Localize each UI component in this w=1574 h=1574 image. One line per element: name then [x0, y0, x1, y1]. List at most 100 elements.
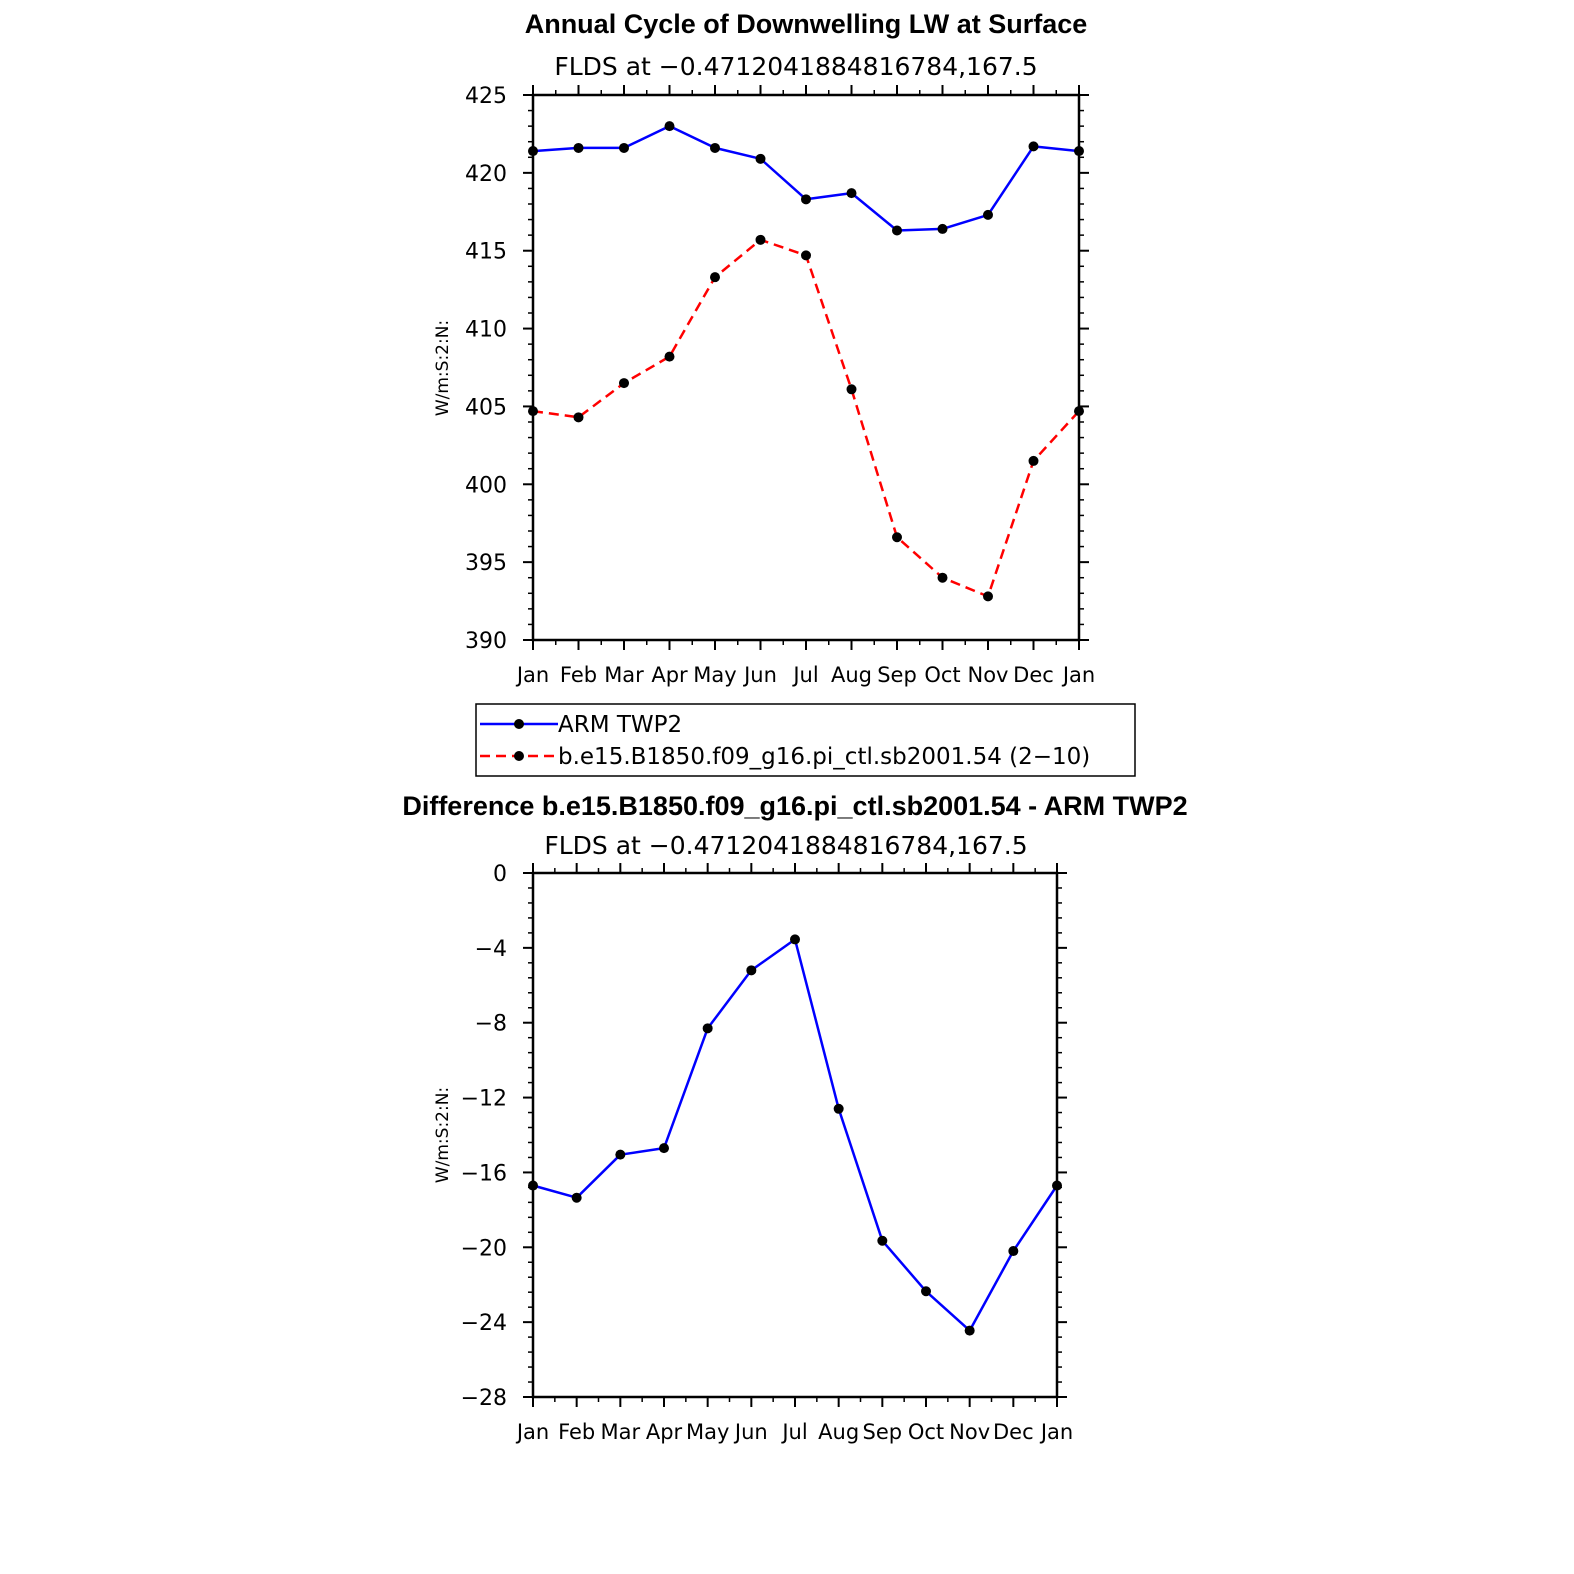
bottom-series-0-point — [1008, 1246, 1019, 1257]
bottom-series-0-point — [746, 965, 757, 976]
top-xtick-label: Jan — [515, 663, 549, 687]
top-series-0-point — [573, 142, 584, 153]
top-series-0-point — [801, 194, 811, 205]
bottom-xtick-label: Apr — [646, 1420, 683, 1444]
top-series-1-point — [619, 378, 629, 389]
bottom-ytick-label: −12 — [461, 1087, 507, 1112]
top-xtick-label: Feb — [560, 663, 597, 687]
bottom-xtick-label: Mar — [601, 1420, 641, 1444]
top-plot-frame — [531, 93, 1081, 642]
top-series-0-point — [528, 146, 538, 157]
top-series-0-point — [937, 223, 948, 234]
top-series-1-point — [892, 532, 902, 543]
top-series-0-point — [664, 121, 675, 132]
annual-cycle-chart: Annual Cycle of Downwelling LW at Surfac… — [433, 9, 1095, 687]
bottom-series-0-point — [921, 1286, 931, 1297]
legend-label-arm: ARM TWP2 — [558, 712, 682, 738]
bottom-ytick-label: −4 — [475, 937, 507, 962]
top-series-0-point — [755, 153, 766, 164]
bottom-series-0-point — [528, 1180, 538, 1191]
top-xtick-label: Apr — [651, 663, 688, 687]
top-xtick-label: Jul — [791, 663, 818, 687]
legend-label-model: b.e15.B1850.f09_g16.pi_ctl.sb2001.54 (2−… — [558, 744, 1090, 770]
bottom-xtick-label: Nov — [949, 1420, 990, 1444]
top-xtick-label: Aug — [831, 663, 872, 687]
legend-marker-arm — [514, 719, 524, 729]
top-xtick-label: Jun — [742, 663, 777, 687]
top-series-0-line — [532, 124, 1080, 232]
bottom-series-0-point — [615, 1149, 626, 1160]
top-series-0-point — [710, 142, 720, 153]
difference-chart: Difference b.e15.B1850.f09_g16.pi_ctl.sb… — [402, 791, 1187, 1444]
top-xtick-label: Sep — [877, 663, 917, 687]
top-series-1-point — [710, 272, 720, 283]
bottom-ytick-label: −24 — [461, 1311, 507, 1336]
bottom-plot-frame — [531, 871, 1059, 1399]
top-ytick-label: 420 — [465, 162, 507, 187]
bottom-ytick-label: −8 — [475, 1012, 507, 1037]
top-xtick-label: Nov — [968, 663, 1009, 687]
bottom-series-0-point — [964, 1325, 975, 1336]
top-series-1-point — [755, 234, 766, 245]
bottom-xtick-label: Jan — [1039, 1420, 1073, 1444]
top-chart-title: Annual Cycle of Downwelling LW at Surfac… — [525, 9, 1088, 39]
top-series-0-point — [619, 142, 629, 153]
bottom-series-0-point — [833, 1103, 844, 1114]
top-series-1-point — [1074, 406, 1084, 417]
top-series-1-line — [532, 238, 1080, 598]
top-series-1-point — [983, 591, 993, 602]
bottom-xtick-label: Dec — [993, 1420, 1034, 1444]
top-xtick-label: Oct — [924, 663, 960, 687]
bottom-ytick-label: 0 — [493, 862, 507, 887]
top-series-1-point — [573, 412, 584, 423]
top-series-1-point — [528, 406, 538, 417]
top-series-0-point — [1074, 146, 1084, 157]
bottom-ytick-label: −16 — [461, 1161, 507, 1186]
bottom-series-0-point — [877, 1235, 888, 1246]
bottom-chart-subtitle: FLDS at −0.4712041884816784,167.5 — [544, 831, 1027, 860]
top-xtick-label: Dec — [1013, 663, 1054, 687]
bottom-chart-title: Difference b.e15.B1850.f09_g16.pi_ctl.sb… — [402, 791, 1187, 821]
bottom-series-0-point — [702, 1023, 713, 1034]
bottom-xtick-label: Aug — [818, 1420, 859, 1444]
bottom-xtick-label: Feb — [558, 1420, 595, 1444]
bottom-xtick-label: Jan — [515, 1420, 549, 1444]
top-chart-ylabel: W/m:S:2:N: — [433, 320, 453, 416]
bottom-xtick-label: Jul — [780, 1420, 807, 1444]
top-ytick-label: 410 — [465, 318, 507, 343]
top-xtick-label: Mar — [604, 663, 644, 687]
top-ytick-label: 425 — [465, 84, 507, 109]
bottom-ytick-label: −20 — [461, 1236, 507, 1261]
top-xtick-label: Jan — [1061, 663, 1095, 687]
top-series-0-point — [846, 188, 857, 199]
top-series-0-point — [892, 225, 902, 236]
top-xtick-label: May — [693, 663, 736, 687]
top-ytick-label: 415 — [465, 240, 507, 265]
bottom-series-0-point — [659, 1143, 669, 1154]
top-series-1-point — [846, 384, 857, 395]
top-series-0-point — [983, 209, 993, 220]
legend-marker-model — [514, 751, 524, 761]
legend: ARM TWP2 b.e15.B1850.f09_g16.pi_ctl.sb20… — [475, 703, 1136, 777]
top-series-1-point — [1028, 455, 1039, 466]
top-ytick-label: 390 — [465, 629, 507, 654]
top-ytick-label: 405 — [465, 395, 507, 420]
top-ytick-label: 400 — [465, 473, 507, 498]
top-series-1-point — [664, 351, 675, 362]
bottom-xtick-label: Oct — [908, 1420, 944, 1444]
bottom-chart-ylabel: W/m:S:2:N: — [433, 1087, 453, 1183]
bottom-xtick-label: Sep — [863, 1420, 903, 1444]
legend-box — [475, 703, 1136, 777]
bottom-series-0-point — [571, 1192, 582, 1203]
top-ytick-label: 395 — [465, 551, 507, 576]
top-series-1-point — [801, 250, 811, 261]
bottom-xtick-label: May — [686, 1420, 729, 1444]
top-series-1-point — [937, 572, 948, 583]
bottom-xtick-label: Jun — [733, 1420, 768, 1444]
bottom-ytick-label: −28 — [461, 1386, 507, 1411]
bottom-series-0-point — [790, 934, 800, 945]
bottom-series-0-point — [1052, 1180, 1062, 1191]
top-series-0-point — [1028, 141, 1039, 152]
top-chart-subtitle: FLDS at −0.4712041884816784,167.5 — [554, 52, 1037, 81]
